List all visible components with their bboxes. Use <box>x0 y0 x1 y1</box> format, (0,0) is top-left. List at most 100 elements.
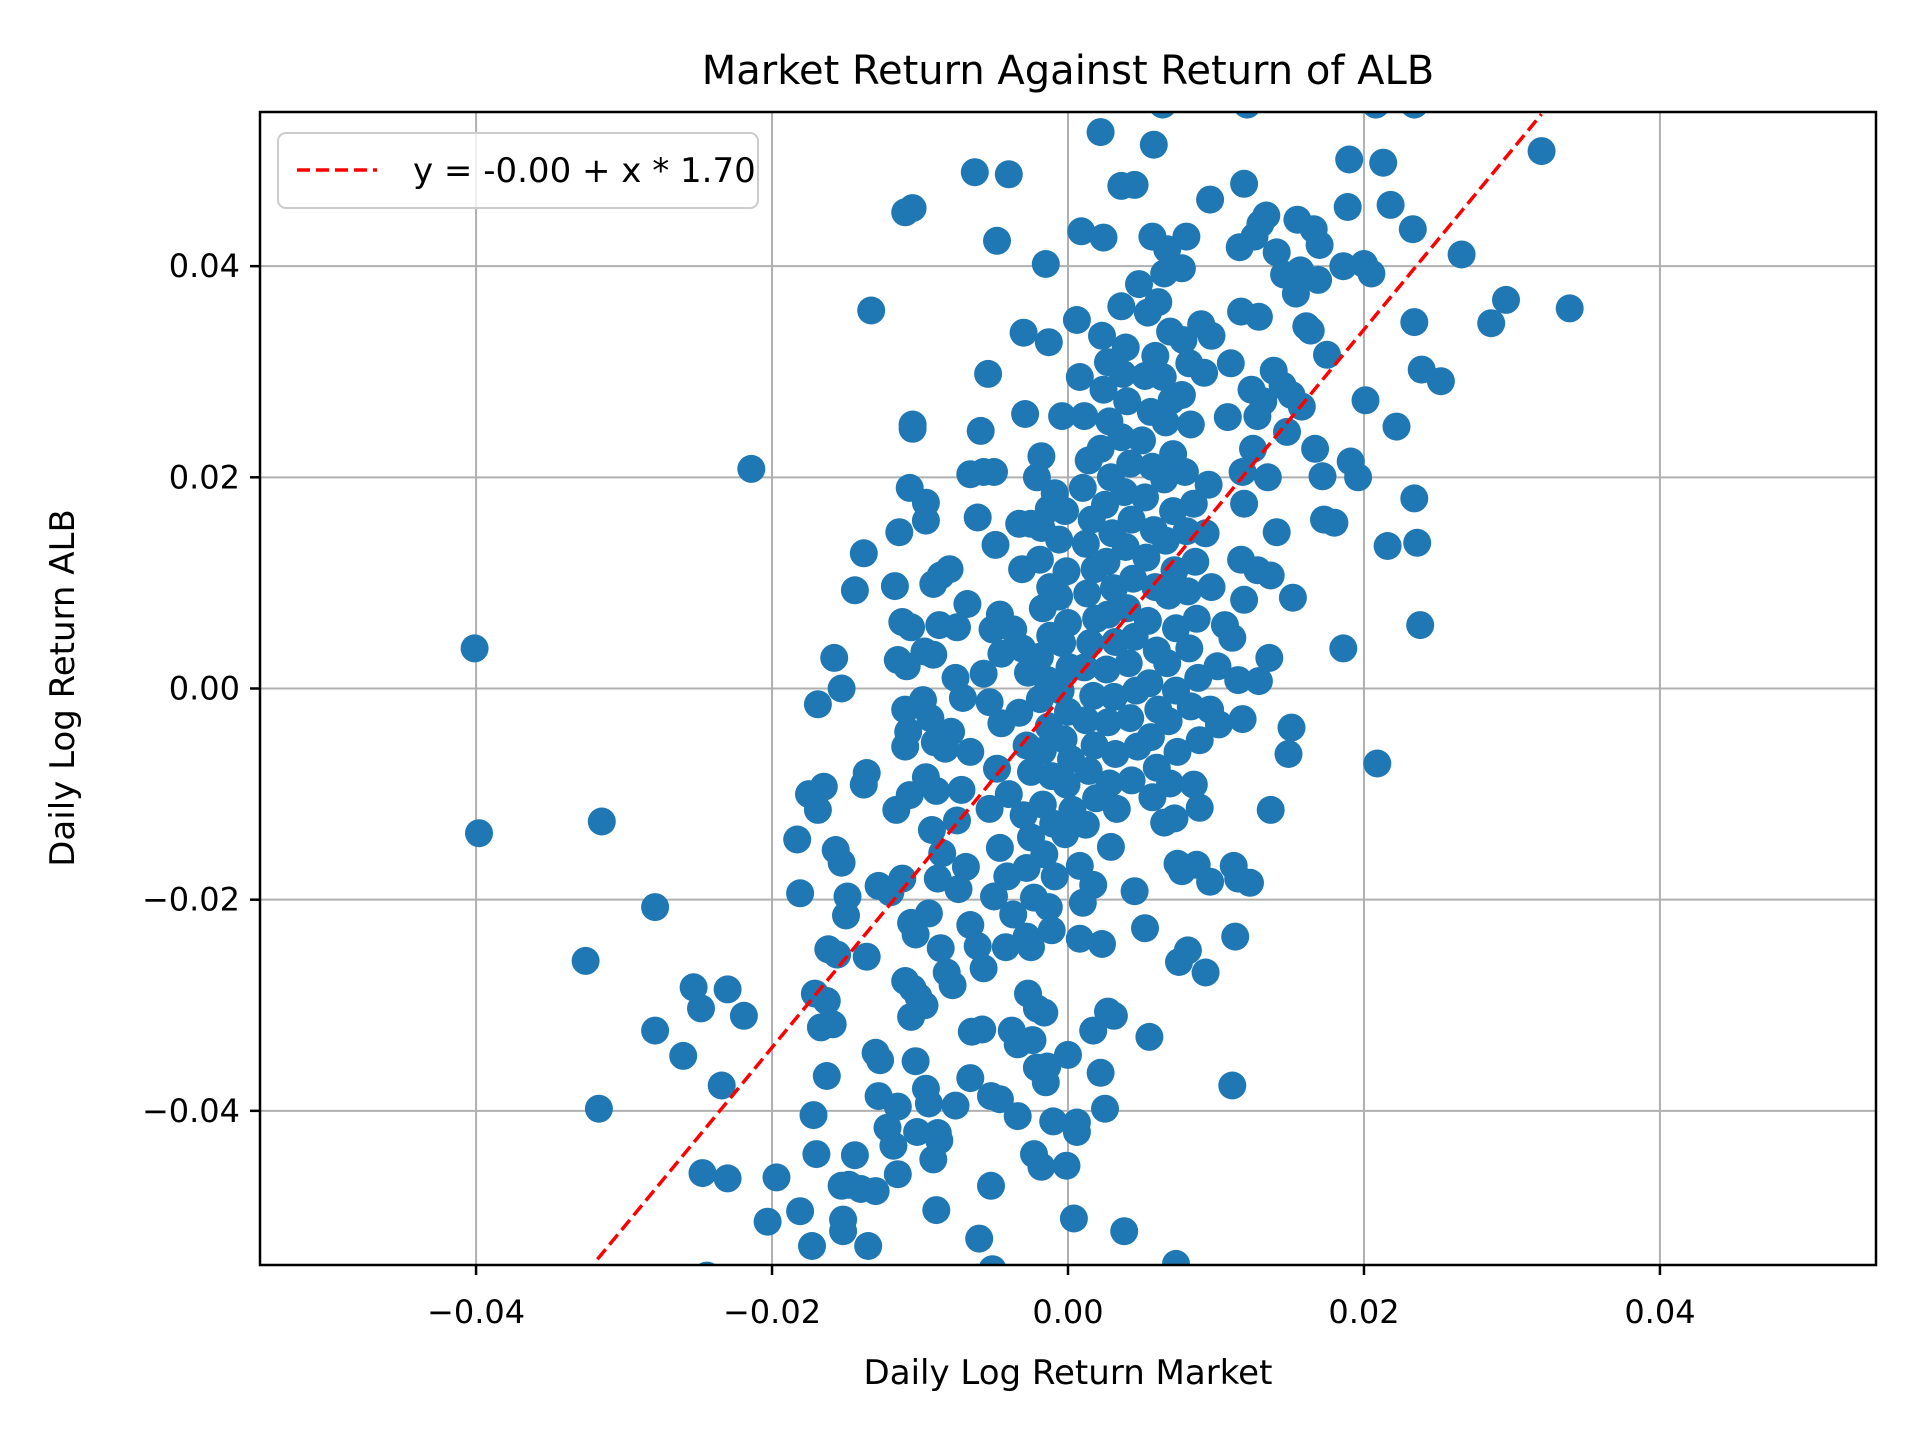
data-point <box>1406 611 1435 640</box>
data-point <box>1296 316 1325 345</box>
data-point <box>713 975 742 1004</box>
data-point <box>1278 583 1307 612</box>
y-tick-label: 0.04 <box>169 247 240 285</box>
data-point <box>1062 1118 1091 1146</box>
data-point <box>1095 769 1124 798</box>
y-axis-label: Daily Log Return ALB <box>43 509 83 867</box>
data-point <box>941 1091 970 1120</box>
data-point <box>951 852 980 881</box>
data-point <box>1181 547 1210 576</box>
data-point <box>1244 667 1273 696</box>
data-point <box>1062 306 1091 334</box>
x-tick-label: −0.02 <box>723 1293 821 1331</box>
data-point <box>1114 649 1143 678</box>
data-point <box>1116 704 1145 733</box>
data-point <box>1107 292 1136 321</box>
data-point <box>1369 148 1398 177</box>
data-point <box>916 704 945 733</box>
data-point <box>854 1232 883 1260</box>
data-point <box>994 160 1023 189</box>
data-point <box>1185 726 1214 755</box>
data-point <box>1003 1102 1032 1131</box>
data-point <box>1252 201 1281 230</box>
data-point <box>1197 573 1226 602</box>
data-point <box>1107 423 1136 452</box>
data-point <box>1071 706 1100 735</box>
data-point <box>1135 669 1164 698</box>
data-point <box>641 1016 670 1045</box>
data-point <box>762 1163 791 1192</box>
data-point <box>1099 1001 1128 1030</box>
data-point <box>1117 766 1146 795</box>
data-point <box>935 555 964 584</box>
data-point <box>1243 402 1272 431</box>
data-point <box>1025 545 1054 574</box>
data-point <box>1039 1107 1068 1136</box>
data-point <box>1065 363 1094 391</box>
data-point <box>897 613 926 642</box>
data-point <box>947 775 976 804</box>
data-point <box>1048 402 1077 431</box>
data-point <box>1273 417 1301 446</box>
data-point <box>1052 557 1081 586</box>
data-point <box>980 882 1008 911</box>
data-point <box>1048 629 1077 658</box>
data-point <box>1135 1022 1164 1051</box>
data-point <box>1256 561 1285 590</box>
data-point <box>1230 585 1259 614</box>
data-point <box>1079 1016 1108 1045</box>
data-point <box>1274 740 1303 768</box>
data-point <box>783 825 812 854</box>
data-point <box>1030 840 1059 869</box>
data-point <box>852 942 881 971</box>
data-point <box>1125 270 1153 299</box>
data-point <box>898 194 927 223</box>
data-point <box>1351 386 1380 415</box>
data-point <box>1117 505 1146 534</box>
data-point <box>1031 250 1060 278</box>
data-point <box>803 795 832 824</box>
data-point <box>1376 190 1405 219</box>
data-point <box>1194 470 1223 499</box>
data-point <box>1144 288 1173 317</box>
data-point <box>707 1071 736 1100</box>
data-point <box>979 1255 1006 1265</box>
y-tick-label: 0.02 <box>169 458 240 496</box>
data-point <box>1027 1152 1056 1181</box>
data-point <box>1400 308 1429 337</box>
data-point <box>1426 367 1455 396</box>
data-point <box>999 900 1028 929</box>
data-point <box>1005 509 1034 538</box>
data-point <box>1400 484 1429 513</box>
data-point <box>1034 328 1063 357</box>
data-point <box>1179 489 1208 518</box>
data-point <box>965 1224 994 1253</box>
data-point <box>1197 321 1226 350</box>
data-point <box>1228 458 1257 486</box>
data-point <box>948 684 977 712</box>
x-axis-label: Daily Log Return Market <box>864 1353 1273 1393</box>
data-point <box>883 1160 912 1189</box>
data-point <box>1162 1249 1190 1265</box>
data-point <box>1213 403 1242 432</box>
data-point <box>1204 710 1233 739</box>
data-point <box>1253 463 1282 492</box>
data-point <box>1005 698 1034 727</box>
data-point <box>1357 259 1386 288</box>
data-point <box>1262 238 1291 267</box>
data-point <box>978 615 1007 644</box>
data-point <box>1167 381 1196 409</box>
data-point <box>895 781 924 810</box>
data-point <box>1308 462 1337 491</box>
data-point <box>1305 231 1334 259</box>
data-point <box>1128 426 1156 455</box>
data-point <box>799 1101 828 1130</box>
data-point <box>1167 254 1196 283</box>
data-point <box>1244 302 1273 331</box>
data-point <box>880 572 909 601</box>
data-point <box>1079 681 1108 710</box>
data-point <box>460 634 489 663</box>
data-point <box>1071 529 1100 558</box>
data-point <box>937 717 966 746</box>
data-point <box>1228 705 1257 734</box>
